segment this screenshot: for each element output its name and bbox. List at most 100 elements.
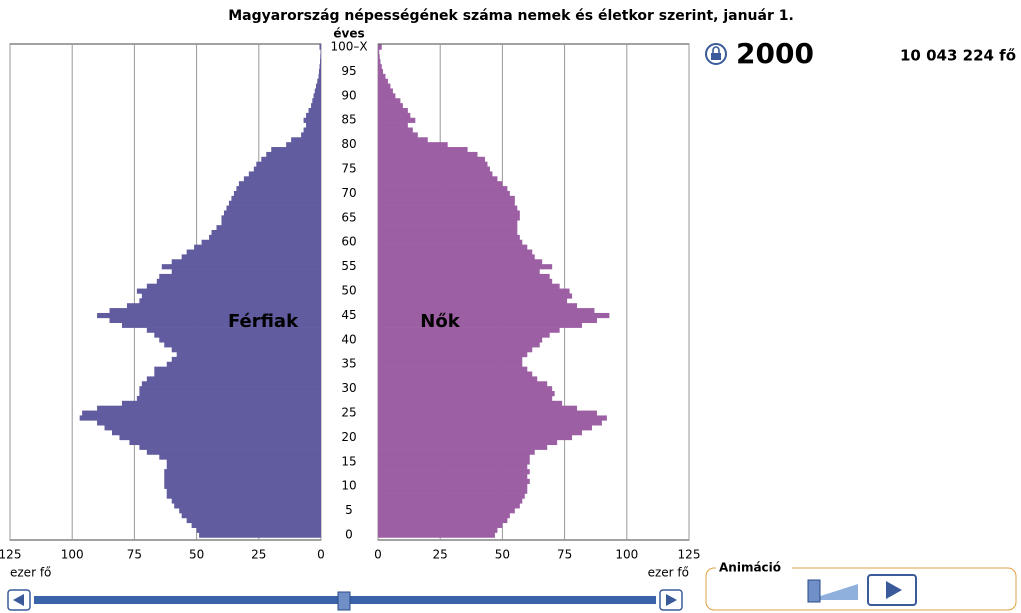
bar <box>320 54 321 60</box>
bar <box>378 220 518 226</box>
bar <box>176 352 321 358</box>
bar <box>146 283 321 289</box>
bar <box>266 151 321 158</box>
bar <box>378 400 563 406</box>
bar <box>378 498 523 504</box>
bar <box>378 298 568 304</box>
bar <box>378 444 548 450</box>
speed-thumb[interactable] <box>807 579 821 603</box>
bar <box>121 322 322 328</box>
bar <box>378 156 485 162</box>
x-axis-label: ezer fő <box>10 566 51 580</box>
bar <box>159 454 321 460</box>
bar <box>312 98 321 104</box>
bar <box>378 522 503 528</box>
bar <box>378 434 573 441</box>
bar <box>159 337 321 343</box>
animation-label: Animáció <box>719 561 781 575</box>
bar <box>171 356 321 363</box>
bar <box>378 474 528 480</box>
bar <box>186 517 321 524</box>
bar <box>378 464 528 470</box>
bar <box>378 376 538 382</box>
bar <box>378 108 408 114</box>
bar <box>164 483 321 489</box>
y-tick-label: 50 <box>341 284 356 298</box>
x-tick-label: 125 <box>0 548 21 562</box>
bar <box>378 83 391 89</box>
bar <box>146 327 321 333</box>
lock-body[interactable] <box>711 53 721 60</box>
lock-shackle[interactable] <box>712 46 720 53</box>
bar <box>378 283 560 289</box>
bar <box>171 347 321 353</box>
bar <box>378 352 528 358</box>
bar <box>378 269 540 275</box>
bar <box>141 293 321 299</box>
bar <box>378 317 597 324</box>
bar <box>378 361 523 367</box>
bar <box>378 366 528 372</box>
bar <box>378 59 381 65</box>
bar <box>253 166 321 172</box>
bar <box>378 395 553 402</box>
bar <box>378 356 523 363</box>
y-tick-label: 15 <box>341 454 356 468</box>
bar <box>378 200 515 206</box>
bar <box>378 405 578 411</box>
bar <box>378 44 382 50</box>
bar <box>378 273 550 280</box>
bar <box>378 449 535 455</box>
bar <box>121 400 322 406</box>
bar <box>378 425 592 431</box>
bar <box>378 493 525 499</box>
y-tick-label: 100–X <box>330 40 367 54</box>
bar <box>233 190 321 197</box>
bar <box>378 249 533 255</box>
x-tick-label: 50 <box>189 548 204 562</box>
bar <box>378 205 518 211</box>
bar <box>378 327 560 333</box>
bar <box>378 176 498 182</box>
bar <box>291 137 321 143</box>
y-tick-label: 40 <box>341 332 356 346</box>
y-tick-label: 95 <box>341 64 356 78</box>
bar <box>378 215 520 221</box>
bar <box>139 444 321 450</box>
bar <box>378 264 553 270</box>
lock-icon[interactable] <box>705 43 727 65</box>
bar <box>378 151 478 158</box>
bar <box>261 156 321 162</box>
bar <box>226 205 321 211</box>
time-slider[interactable] <box>7 589 683 611</box>
y-tick-label: 35 <box>341 357 356 371</box>
x-tick-label: 50 <box>495 548 510 562</box>
bar <box>166 464 321 470</box>
bar <box>378 103 403 109</box>
bar <box>378 288 570 294</box>
bar <box>378 181 503 187</box>
y-tick-label: 80 <box>341 137 356 151</box>
bar <box>378 54 380 60</box>
bar <box>378 517 508 524</box>
y-tick-label: 70 <box>341 186 356 200</box>
slider-thumb[interactable] <box>337 591 351 611</box>
bar <box>166 488 321 494</box>
bar <box>154 332 321 338</box>
bar <box>378 483 528 489</box>
left-arrow <box>13 594 24 606</box>
y-tick-label: 45 <box>341 308 356 322</box>
bar <box>228 200 321 206</box>
bar <box>378 503 520 509</box>
bar <box>271 147 321 153</box>
bar <box>164 342 321 348</box>
bar <box>378 64 382 70</box>
chart-title: Magyarország népességének száma nemek és… <box>228 8 794 24</box>
bar <box>248 171 321 177</box>
total: 10 043 224 fő <box>900 47 1016 65</box>
bar <box>378 312 610 319</box>
bar <box>146 376 321 382</box>
x-tick-label: 100 <box>615 548 638 562</box>
bar <box>378 308 595 314</box>
